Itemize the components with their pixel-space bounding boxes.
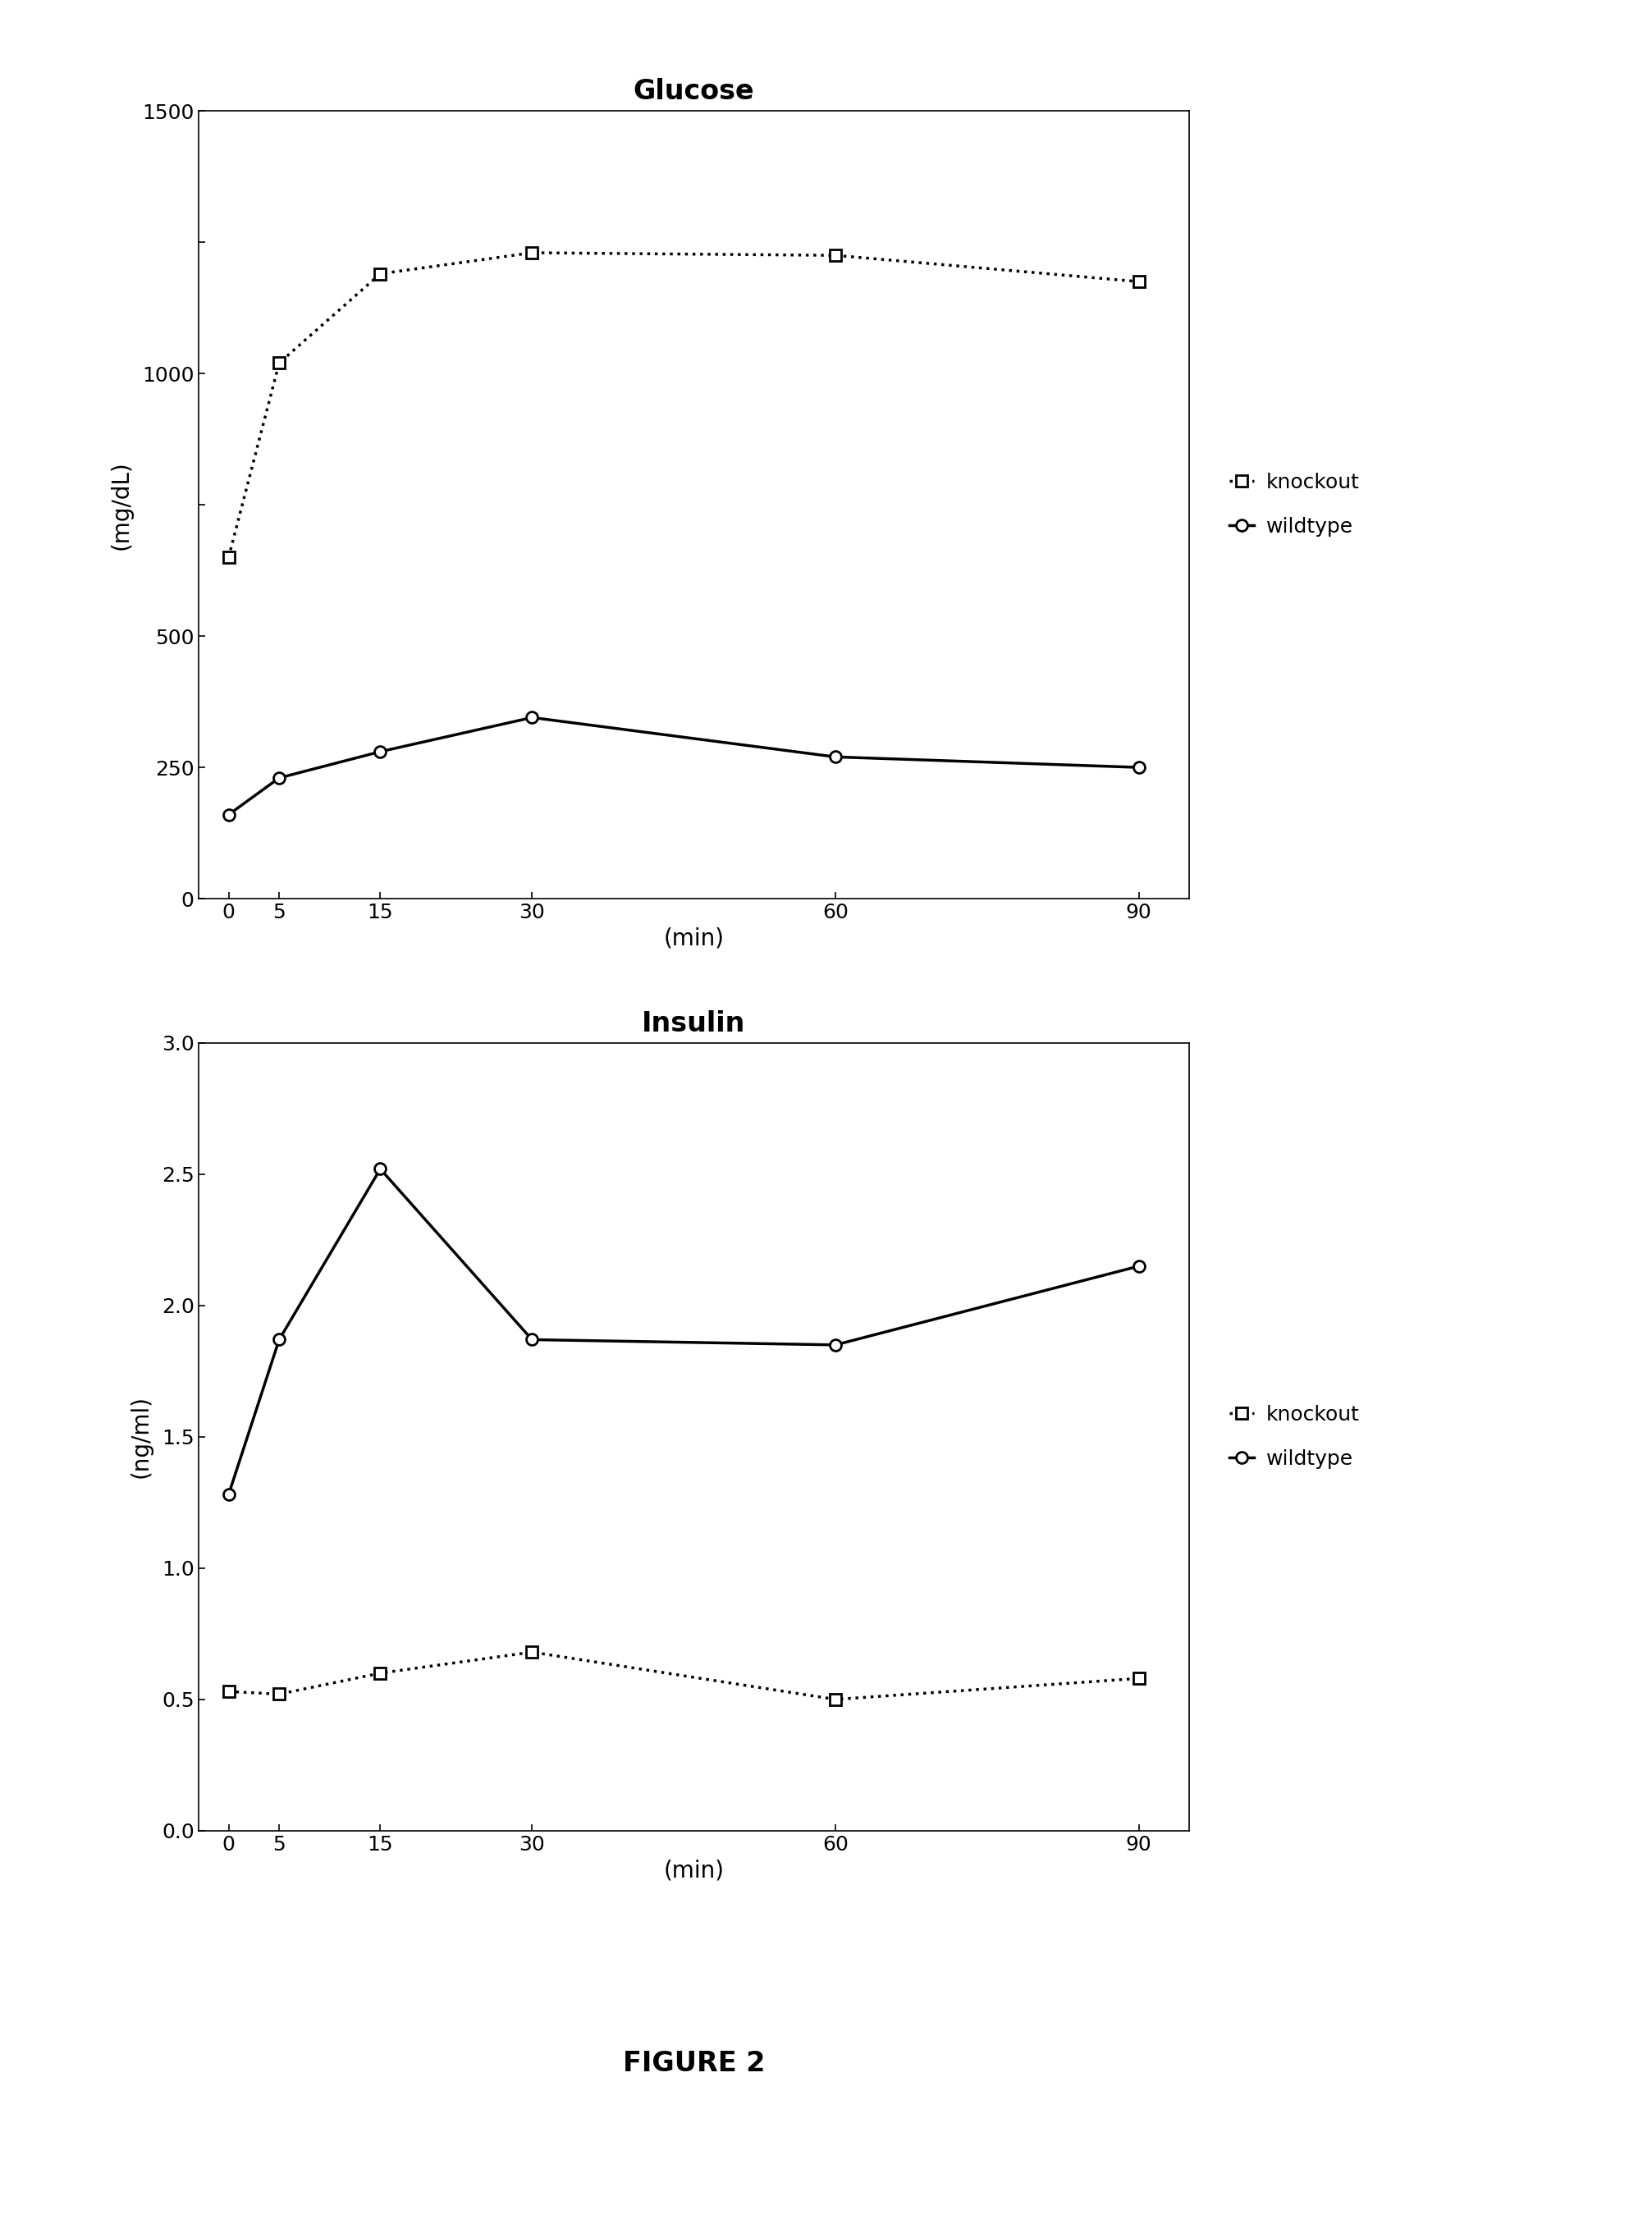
Line: knockout: knockout (223, 246, 1145, 564)
wildtype (1128, 754, 1148, 781)
wildtype (218, 1482, 238, 1509)
knockout (1128, 1664, 1148, 1691)
Y-axis label: (mg/dL): (mg/dL) (111, 459, 134, 550)
X-axis label: (min): (min) (664, 928, 724, 950)
X-axis label: (min): (min) (664, 1860, 724, 1882)
Title: Glucose: Glucose (633, 78, 755, 104)
knockout (370, 260, 390, 286)
Line: knockout: knockout (223, 1646, 1145, 1704)
knockout (218, 1678, 238, 1704)
knockout (826, 242, 846, 268)
knockout (522, 1640, 542, 1666)
knockout (522, 240, 542, 266)
Legend: knockout, wildtype: knockout, wildtype (1229, 1405, 1360, 1469)
wildtype (826, 1331, 846, 1358)
wildtype (522, 1327, 542, 1354)
wildtype (826, 743, 846, 770)
Legend: knockout, wildtype: knockout, wildtype (1229, 473, 1360, 537)
Line: wildtype: wildtype (223, 1163, 1145, 1500)
knockout (1128, 268, 1148, 295)
knockout (370, 1660, 390, 1686)
Text: FIGURE 2: FIGURE 2 (623, 2050, 765, 2077)
wildtype (218, 801, 238, 828)
knockout (826, 1686, 846, 1713)
wildtype (370, 1156, 390, 1183)
wildtype (269, 1327, 289, 1354)
Line: wildtype: wildtype (223, 712, 1145, 821)
wildtype (1128, 1254, 1148, 1280)
wildtype (269, 766, 289, 792)
knockout (269, 1680, 289, 1706)
Title: Insulin: Insulin (643, 1010, 745, 1036)
knockout (269, 351, 289, 377)
knockout (218, 544, 238, 570)
wildtype (522, 703, 542, 730)
Y-axis label: (ng/ml): (ng/ml) (129, 1396, 152, 1478)
wildtype (370, 739, 390, 766)
